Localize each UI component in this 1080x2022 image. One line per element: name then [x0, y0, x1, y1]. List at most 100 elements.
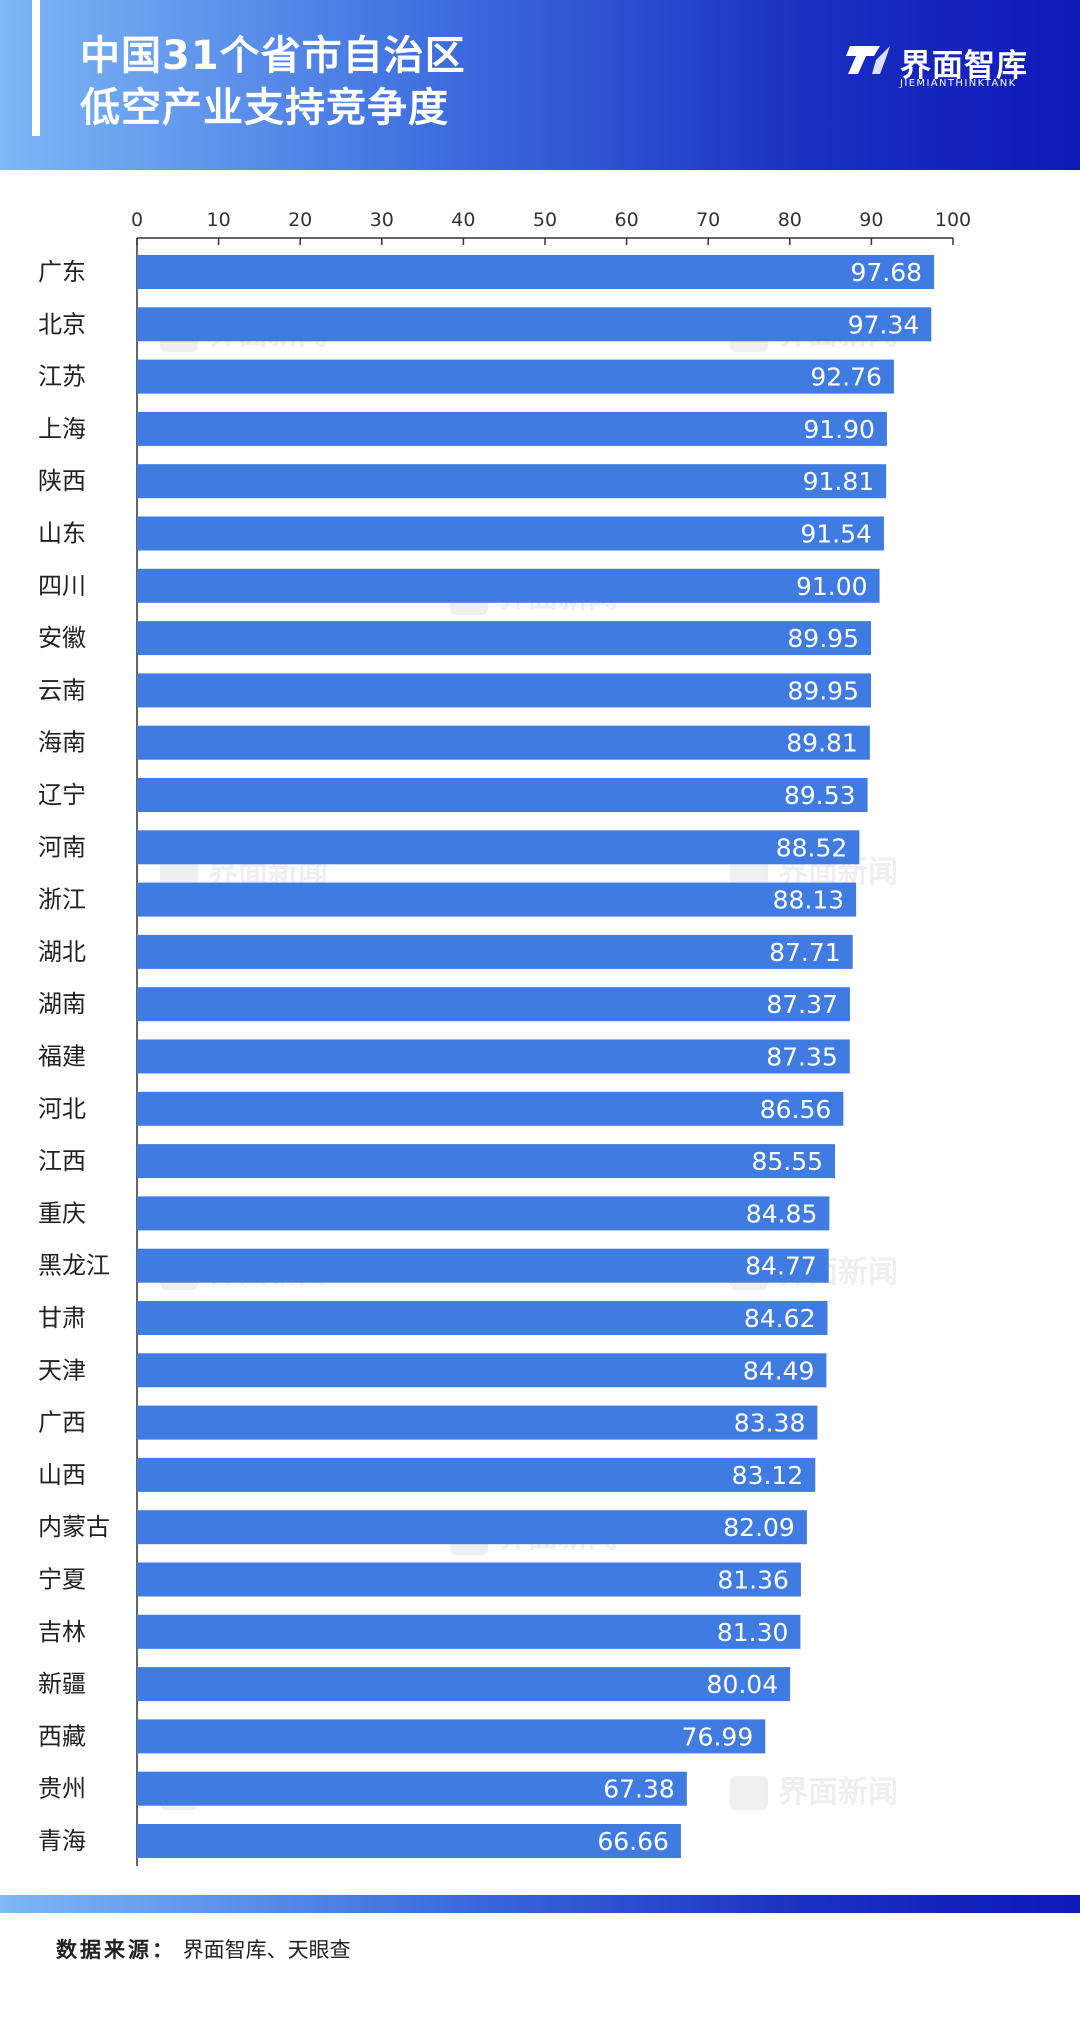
bar-15: [137, 987, 850, 1022]
header-accent-bar: [32, 0, 40, 136]
x-tick-label: 30: [370, 209, 394, 231]
category-label: 辽宁: [38, 781, 86, 809]
value-label: 88.52: [776, 833, 848, 862]
category-label: 吉林: [38, 1618, 86, 1646]
logo-name: 界面智库: [900, 48, 1028, 84]
bar-9: [137, 673, 871, 708]
bar-27: [137, 1614, 801, 1649]
category-label: 浙江: [38, 886, 86, 914]
category-label: 新疆: [38, 1670, 86, 1698]
category-label: 河北: [38, 1095, 86, 1123]
bar-25: [137, 1510, 807, 1545]
x-tick-label: 70: [696, 209, 720, 231]
category-label: 重庆: [38, 1199, 86, 1227]
value-label: 84.85: [746, 1199, 818, 1228]
value-label: 67.38: [603, 1775, 675, 1804]
category-label: 天津: [38, 1356, 86, 1384]
category-label: 河南: [38, 833, 86, 861]
bar-29: [137, 1719, 766, 1754]
category-label: 江西: [38, 1147, 86, 1175]
category-label: 山西: [38, 1461, 86, 1489]
bar-5: [137, 464, 887, 499]
bar-30: [137, 1771, 687, 1806]
category-label: 甘肃: [38, 1304, 86, 1332]
bar-24: [137, 1457, 816, 1492]
value-label: 86.56: [760, 1095, 832, 1124]
value-label: 91.81: [803, 467, 875, 496]
value-label: 97.34: [848, 310, 920, 339]
bar-28: [137, 1667, 791, 1702]
bar-23: [137, 1405, 818, 1440]
value-label: 81.36: [717, 1566, 789, 1595]
value-label: 66.66: [597, 1827, 669, 1856]
value-label: 91.00: [796, 572, 868, 601]
category-label: 福建: [38, 1043, 86, 1071]
category-label: 内蒙古: [38, 1513, 110, 1541]
value-label: 97.68: [850, 258, 922, 287]
source-value: 界面智库、天眼查: [182, 1938, 351, 1962]
category-label: 青海: [38, 1827, 86, 1855]
category-label: 湖北: [38, 938, 86, 966]
category-label: 广东: [38, 258, 86, 286]
value-label: 84.49: [743, 1356, 815, 1385]
bar-7: [137, 568, 880, 603]
watermark: 界面新闻: [730, 1775, 898, 1810]
category-label: 贵州: [38, 1775, 86, 1803]
value-label: 85.55: [752, 1147, 824, 1176]
source-label: 数据来源：: [56, 1938, 176, 1962]
jiemian-thinktank-logo: 界面智库 JIEMIANTHINKTANK: [846, 40, 1056, 100]
value-label: 80.04: [707, 1670, 779, 1699]
category-label: 安徽: [38, 624, 86, 652]
value-label: 92.76: [810, 363, 882, 392]
value-label: 91.54: [800, 520, 872, 549]
bar-20: [137, 1248, 829, 1283]
bar-22: [137, 1353, 827, 1388]
logo-mark-icon: [846, 46, 890, 74]
value-label: 91.90: [803, 415, 875, 444]
value-label: 89.95: [787, 624, 859, 653]
category-label: 江苏: [38, 363, 86, 391]
category-label: 陕西: [38, 467, 86, 495]
category-label: 湖南: [38, 990, 86, 1018]
bar-6: [137, 516, 884, 551]
bar-3: [137, 359, 894, 394]
category-label: 海南: [38, 729, 86, 757]
category-label: 广西: [38, 1409, 86, 1437]
value-label: 83.38: [734, 1409, 806, 1438]
value-label: 89.81: [786, 729, 858, 758]
category-label: 四川: [38, 572, 86, 600]
value-label: 87.71: [769, 938, 841, 967]
value-label: 87.37: [766, 990, 838, 1019]
bar-19: [137, 1196, 830, 1231]
bar-14: [137, 934, 853, 969]
bar-17: [137, 1091, 844, 1126]
value-label: 88.13: [773, 886, 845, 915]
value-label: 89.53: [784, 781, 856, 810]
bar-8: [137, 621, 871, 656]
chart-title: 中国31个省市自治区 低空产业支持竞争度: [80, 30, 466, 134]
x-tick-label: 10: [207, 209, 231, 231]
value-label: 76.99: [682, 1722, 754, 1751]
x-tick-label: 0: [131, 209, 143, 231]
bar-13: [137, 882, 857, 917]
logo-subtitle: JIEMIANTHINKTANK: [900, 78, 1017, 89]
bar-12: [137, 830, 860, 865]
value-label: 84.77: [745, 1252, 817, 1281]
svg-text:界面新闻: 界面新闻: [778, 1775, 898, 1810]
category-label: 云南: [38, 676, 86, 704]
bar-11: [137, 778, 868, 812]
category-label: 黑龙江: [38, 1252, 110, 1280]
x-tick-label: 60: [615, 209, 639, 231]
x-tick-label: 40: [451, 209, 475, 231]
category-label: 山东: [38, 520, 86, 548]
value-label: 81.30: [717, 1618, 789, 1647]
x-tick-label: 50: [533, 209, 557, 231]
category-label: 北京: [38, 310, 86, 338]
bar-16: [137, 1039, 850, 1074]
bar-4: [137, 411, 887, 446]
bar-chart: 界面新闻界面新闻界面新闻界面新闻界面新闻界面新闻界面新闻界面新闻界面新闻界面新闻…: [38, 209, 971, 1866]
value-label: 84.62: [744, 1304, 816, 1333]
category-label: 上海: [38, 415, 86, 443]
bar-31: [137, 1824, 681, 1858]
bar-21: [137, 1301, 828, 1335]
